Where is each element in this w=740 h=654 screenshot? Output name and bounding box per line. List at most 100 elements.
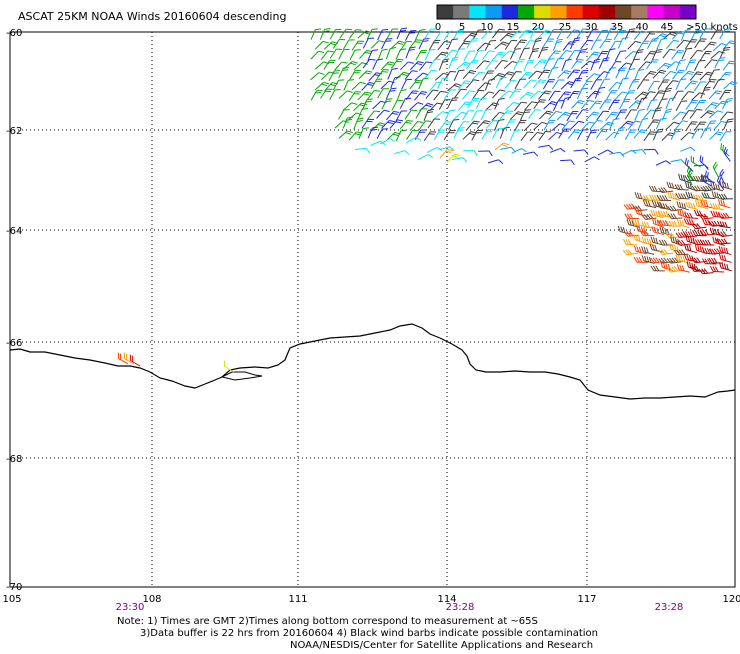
- lat-label-68: -68: [6, 454, 22, 465]
- wind-barb: [718, 262, 733, 270]
- latitude-labels: -60 -62 -64 -66 -68 -70: [6, 28, 22, 593]
- lat-label-60: -60: [6, 28, 22, 39]
- wind-barb: [571, 76, 582, 91]
- wind-barb: [428, 116, 440, 130]
- plot-frame: [10, 32, 735, 587]
- wind-barb: [434, 110, 448, 123]
- wind-barb: [705, 57, 718, 71]
- legend-swatch: [599, 5, 616, 19]
- legend-swatch: [502, 5, 519, 19]
- wind-barb: [377, 108, 390, 122]
- wind-barb: [464, 49, 475, 64]
- wind-barb: [449, 55, 459, 70]
- wind-barb: [720, 88, 732, 103]
- wind-barb: [717, 221, 732, 228]
- wind-barb: [544, 118, 555, 133]
- wind-barb: [406, 136, 421, 147]
- wind-barb: [663, 47, 676, 61]
- wind-barb: [454, 110, 468, 123]
- wind-barb: [715, 56, 726, 71]
- wind-barb: [662, 107, 672, 122]
- wind-barb: [485, 77, 495, 92]
- wind-barb: [463, 151, 477, 156]
- wind-barb: [524, 78, 537, 92]
- wind-barb: [330, 47, 342, 61]
- wind-barb: [401, 77, 412, 92]
- wind-barb: [454, 126, 465, 141]
- wind-barb: [339, 65, 349, 80]
- wind-barb: [649, 244, 664, 252]
- wind-barb: [416, 106, 427, 121]
- lon-label-111: 111: [288, 594, 307, 605]
- wind-barb: [561, 96, 571, 111]
- wind-barb: [340, 27, 352, 41]
- wind-barb: [457, 119, 469, 133]
- wind-barb: [485, 58, 497, 72]
- wind-barb: [544, 57, 555, 72]
- wind-barb: [705, 119, 716, 134]
- wind-barb: [320, 27, 330, 42]
- pass-time-labels: 23:30 23:28 23:28: [116, 602, 684, 613]
- wind-barb: [559, 48, 572, 62]
- wind-barb: [370, 140, 385, 150]
- wind-barb: [722, 147, 734, 161]
- wind-barb: [371, 77, 382, 92]
- wind-barb: [720, 129, 732, 143]
- wind-barb: [419, 76, 429, 91]
- wind-barb: [392, 98, 403, 113]
- wind-barb: [481, 90, 494, 104]
- wind-barb: [624, 203, 639, 210]
- wind-barb: [615, 49, 626, 64]
- note-line-3: NOAA/NESDIS/Center for Satellite Applica…: [290, 640, 593, 650]
- wind-barb: [478, 151, 492, 156]
- wind-barb: [514, 38, 526, 52]
- wind-barb: [352, 39, 364, 53]
- wind-barb: [523, 151, 538, 159]
- lat-label-62: -62: [6, 126, 22, 137]
- wind-barb: [452, 157, 467, 165]
- wind-barb: [617, 226, 632, 234]
- wind-barb: [424, 129, 436, 143]
- map-title: ASCAT 25KM NOAA Winds 20160604 descendin…: [18, 10, 286, 23]
- wind-barb: [482, 127, 494, 142]
- wind-barb: [538, 45, 548, 60]
- wind-barb: [631, 149, 646, 156]
- wind-barb: [718, 254, 733, 262]
- wind-barb: [694, 210, 709, 217]
- wind-barb: [377, 126, 388, 141]
- wind-barb: [671, 159, 686, 167]
- wind-barb: [472, 128, 483, 143]
- wind-barb: [339, 89, 353, 102]
- legend-swatch: [437, 5, 454, 19]
- wind-barb: [625, 67, 635, 82]
- legend-swatch: [680, 5, 697, 19]
- wind-barb: [514, 57, 525, 72]
- wind-barb: [359, 126, 369, 141]
- wind-barb: [654, 32, 668, 45]
- wind-barb: [495, 40, 509, 53]
- wind-barb: [644, 129, 656, 143]
- wind-barb: [701, 126, 712, 141]
- wind-barb: [448, 37, 458, 52]
- wind-barb: [429, 38, 440, 53]
- legend-label-50-knots: >50 knots: [686, 22, 738, 33]
- wind-barb: [644, 149, 658, 154]
- lon-label-105: 105: [2, 594, 21, 605]
- wind-barb: [454, 68, 464, 83]
- legend-swatch: [469, 5, 486, 19]
- wind-barb: [606, 66, 617, 81]
- lon-label-108: 108: [142, 594, 161, 605]
- wind-barb: [680, 146, 695, 156]
- wind-barb: [591, 57, 601, 72]
- legend-swatch: [664, 5, 681, 19]
- wind-barb: [710, 130, 723, 143]
- wind-barb: [548, 49, 561, 63]
- wind-barb: [311, 71, 325, 84]
- legend-label-30: 30: [585, 22, 598, 33]
- wind-barb: [600, 37, 612, 51]
- wind-barb: [666, 96, 676, 111]
- wind-barb: [394, 150, 409, 159]
- wind-barb: [510, 128, 520, 143]
- wind-barb: [723, 59, 735, 73]
- footnotes: Note: 1) Times are GMT 2)Times along bot…: [117, 616, 598, 650]
